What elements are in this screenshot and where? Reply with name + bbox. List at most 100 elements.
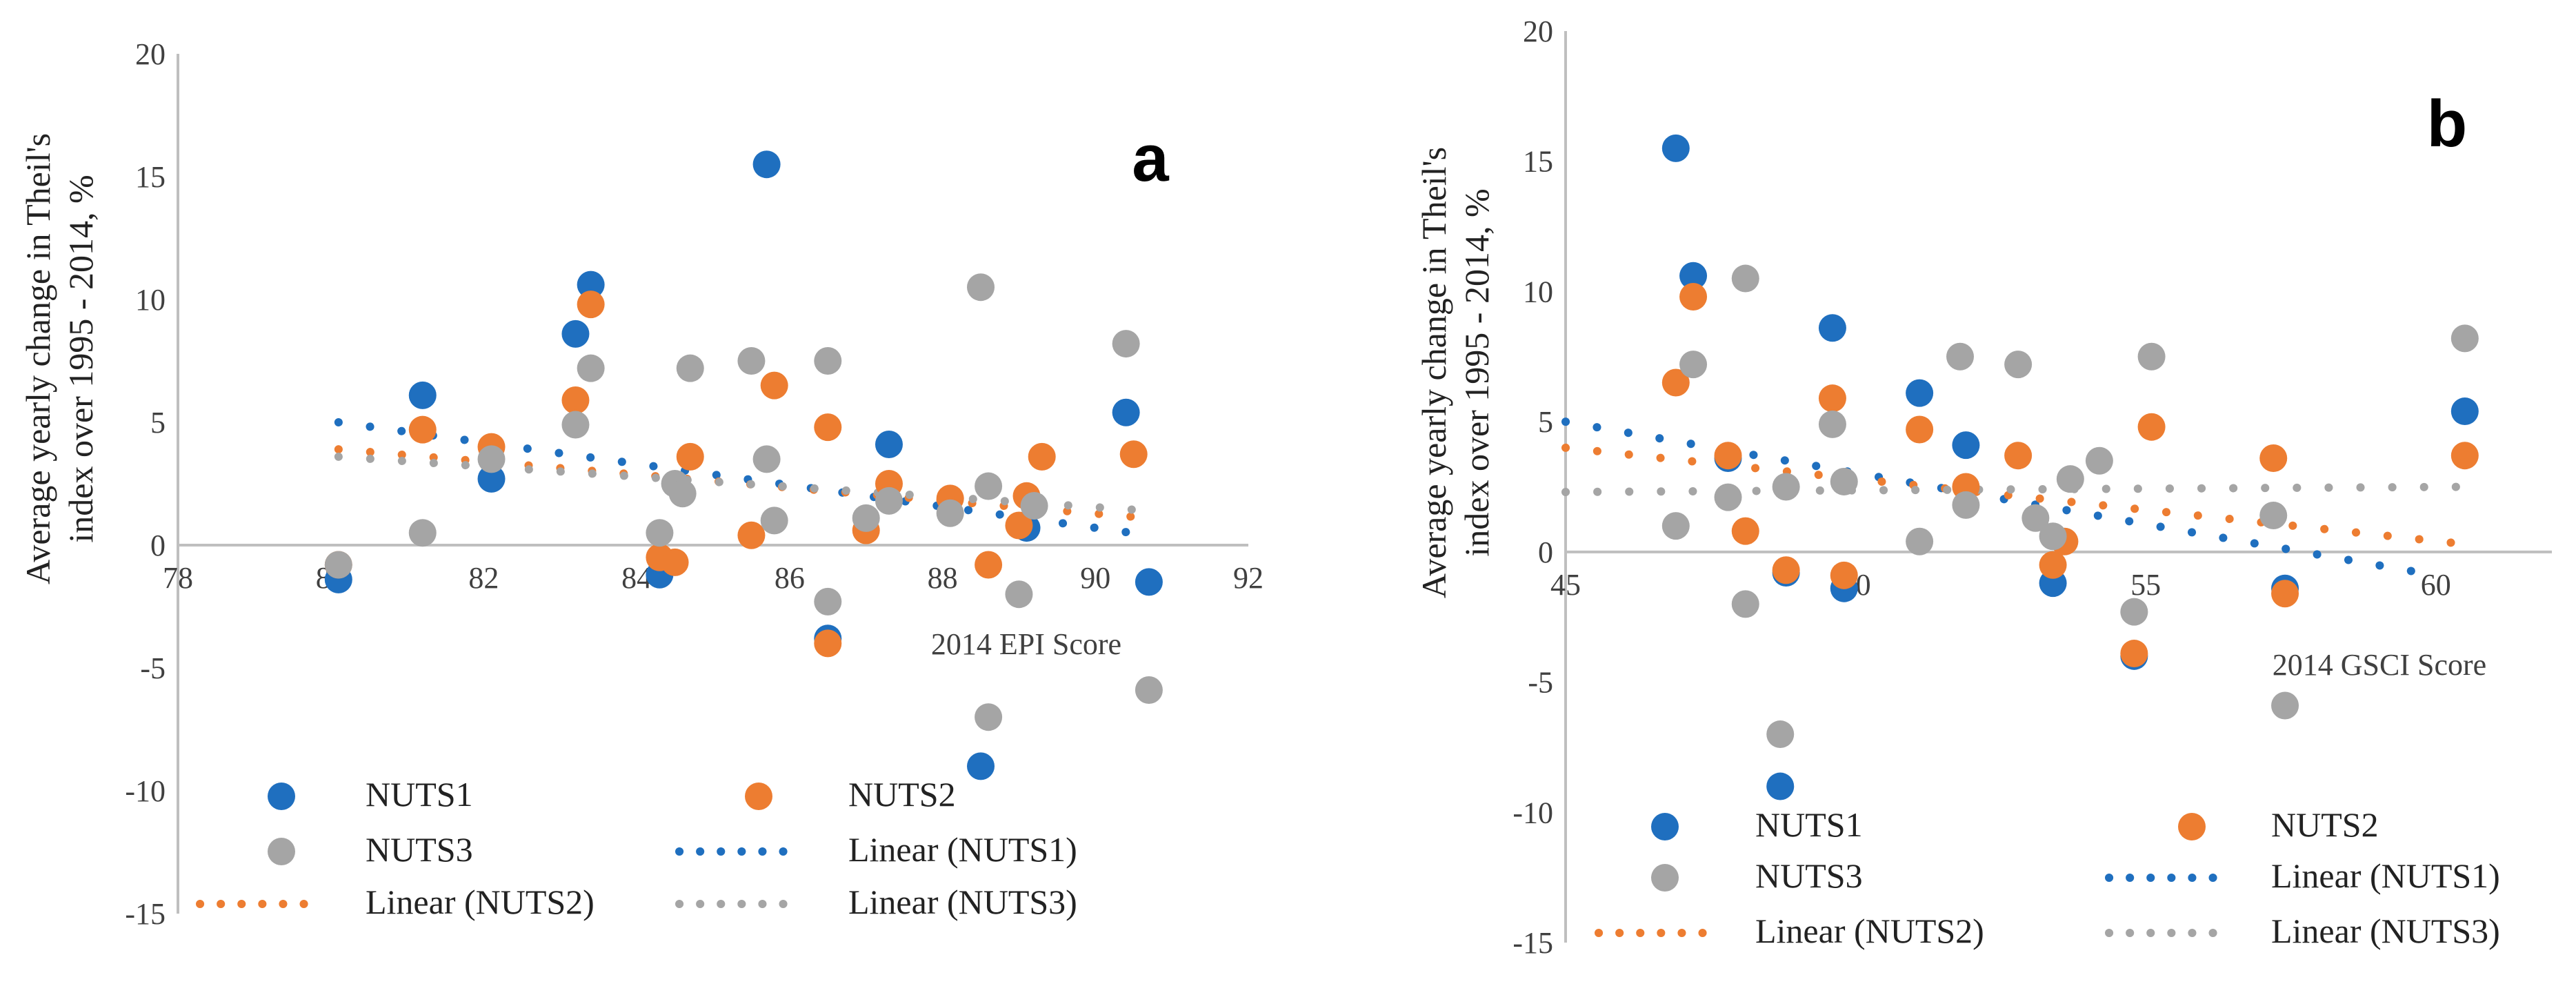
point-nuts2 — [2450, 442, 2479, 470]
point-nuts3 — [1766, 720, 1795, 749]
legend-label: NUTS3 — [1755, 856, 1863, 895]
point-nuts3 — [646, 519, 674, 547]
y-tick-label: -10 — [1512, 796, 1553, 829]
point-nuts3 — [1952, 491, 1980, 519]
x-tick-label: 90 — [1080, 561, 1110, 595]
chart-panel-b: -15-10-505101520455055602014 GSCI ScoreA… — [1415, 14, 2552, 960]
point-nuts3 — [2056, 465, 2084, 493]
point-nuts2 — [2271, 580, 2299, 608]
legend: NUTS1 NUTS2 NUTS3 Linear (NUTS1) Linear (NUT… — [1595, 805, 2500, 950]
point-nuts1 — [561, 319, 590, 348]
point-nuts3 — [668, 480, 697, 508]
x-tick-label: 92 — [1233, 561, 1264, 595]
point-nuts1 — [477, 464, 506, 493]
panel-label: a — [1132, 121, 1169, 195]
point-nuts2 — [814, 413, 842, 442]
legend-label: Linear (NUTS2) — [366, 883, 595, 921]
point-nuts3 — [2259, 502, 2288, 530]
x-tick-label: 55 — [2130, 568, 2161, 602]
point-nuts3 — [814, 587, 842, 616]
y-axis-title: Average yearly change in Theil's index ov… — [1415, 147, 1496, 598]
y-tick-label: -15 — [1512, 926, 1553, 960]
panel-label: b — [2427, 87, 2468, 161]
point-nuts2 — [2120, 640, 2148, 668]
trendline-linear-nuts1 — [1561, 417, 2440, 580]
point-nuts3 — [1731, 264, 1759, 293]
y-tick-label: -5 — [1528, 666, 1553, 700]
point-nuts2 — [1714, 442, 1742, 470]
point-nuts3 — [1135, 676, 1163, 705]
point-nuts3 — [1772, 473, 1800, 501]
point-nuts3 — [967, 273, 995, 302]
point-nuts3 — [1661, 512, 1690, 540]
y-tick-label: 20 — [135, 37, 166, 71]
point-nuts1 — [408, 381, 437, 409]
point-nuts3 — [852, 504, 880, 532]
point-nuts1 — [875, 431, 903, 459]
point-nuts3 — [2085, 446, 2113, 475]
point-nuts2 — [760, 371, 788, 400]
point-nuts1 — [1135, 568, 1163, 596]
legend-marker-nuts3 — [1651, 864, 1679, 892]
legend-label: NUTS1 — [366, 775, 473, 814]
point-nuts2 — [814, 629, 842, 658]
y-tick-label: 20 — [1523, 14, 1553, 48]
point-nuts2 — [676, 442, 704, 471]
point-nuts1 — [752, 150, 781, 179]
point-nuts3 — [760, 506, 788, 535]
point-nuts3 — [737, 347, 766, 375]
point-nuts1 — [1906, 379, 1934, 407]
point-nuts1 — [1766, 772, 1795, 800]
point-nuts3 — [2021, 504, 2050, 532]
y-tick-label: -5 — [140, 651, 166, 685]
point-nuts3 — [324, 551, 352, 579]
x-tick-label: 88 — [928, 561, 958, 595]
y-tick-label: 0 — [150, 529, 166, 562]
point-nuts2 — [2039, 551, 2067, 579]
point-nuts3 — [2271, 691, 2299, 720]
point-nuts3 — [975, 472, 1003, 500]
point-nuts3 — [1906, 527, 1934, 555]
y-tick-label: 5 — [150, 406, 166, 440]
point-nuts1 — [1952, 431, 1980, 460]
point-nuts2 — [975, 551, 1003, 579]
legend-marker-nuts2 — [2178, 813, 2206, 840]
y-tick-label: 10 — [1523, 275, 1553, 308]
point-nuts2 — [2004, 442, 2033, 470]
point-nuts3 — [1830, 467, 1858, 495]
point-nuts2 — [1028, 442, 1056, 471]
legend: NUTS1 NUTS2 NUTS3 Linear (NUTS1) Linear (NUT… — [196, 775, 1077, 921]
point-nuts1 — [2450, 397, 2479, 426]
y-tick-label: 0 — [1538, 535, 1553, 569]
y-tick-label: 10 — [135, 283, 166, 317]
legend-label: Linear (NUTS1) — [2271, 856, 2500, 895]
y-tick-label: 15 — [1523, 145, 1553, 179]
legend-marker-nuts3 — [268, 838, 295, 865]
legend-label: NUTS1 — [1755, 805, 1863, 844]
point-nuts3 — [1112, 330, 1140, 358]
point-nuts1 — [1818, 314, 1846, 342]
point-nuts3 — [2004, 351, 2033, 379]
y-axis-title: Average yearly change in Theil's index ov… — [19, 133, 100, 584]
chart-panel-a: -15-10-50510152078808284868890922014 EPI… — [19, 37, 1264, 931]
x-tick-label: 78 — [163, 561, 193, 595]
point-nuts1 — [1112, 398, 1140, 426]
point-nuts2 — [2259, 444, 2288, 472]
point-nuts3 — [2137, 342, 2166, 371]
point-nuts3 — [975, 703, 1003, 731]
legend-label: NUTS3 — [366, 830, 473, 869]
point-nuts3 — [561, 411, 590, 439]
y-tick-label: -15 — [125, 897, 166, 931]
legend-label: Linear (NUTS3) — [2271, 912, 2500, 950]
x-tick-label: 86 — [775, 561, 805, 595]
point-nuts3 — [1020, 492, 1048, 520]
legend-label: Linear (NUTS1) — [848, 830, 1077, 869]
x-tick-label: 82 — [468, 561, 499, 595]
point-nuts3 — [1946, 342, 1974, 371]
legend-label: Linear (NUTS3) — [848, 883, 1077, 921]
point-nuts3 — [2450, 324, 2479, 353]
point-nuts3 — [1731, 590, 1759, 618]
point-nuts2 — [561, 386, 590, 414]
point-nuts3 — [814, 347, 842, 375]
